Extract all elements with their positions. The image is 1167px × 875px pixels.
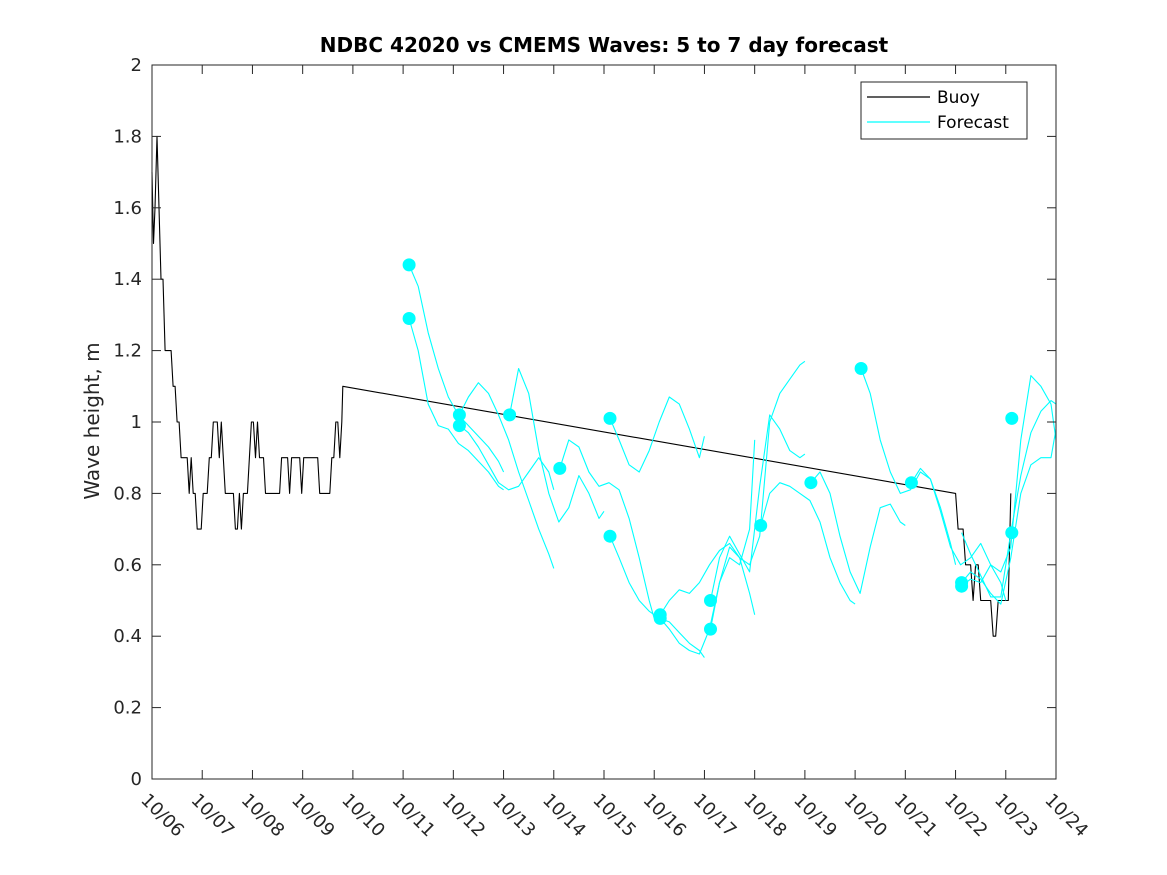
x-tick-label: 10/19 bbox=[789, 790, 841, 842]
x-tick-label: 10/24 bbox=[1040, 790, 1092, 842]
x-tick-label: 10/15 bbox=[588, 790, 640, 842]
forecast-start-marker bbox=[402, 312, 416, 325]
x-tick-label: 10/08 bbox=[237, 790, 289, 842]
forecast-start-marker bbox=[854, 362, 868, 375]
forecast-start-marker bbox=[904, 476, 918, 490]
y-tick-label: 1 bbox=[131, 412, 142, 433]
forecast-start-marker bbox=[603, 529, 617, 543]
y-tick-label: 1.4 bbox=[113, 269, 142, 290]
series-line-forecast-9 bbox=[659, 542, 756, 616]
forecast-start-marker bbox=[704, 594, 717, 607]
forecast-start-markers bbox=[402, 258, 1019, 636]
x-tick-label: 10/18 bbox=[739, 790, 791, 842]
forecast-start-marker bbox=[704, 622, 717, 636]
x-tick-label: 10/22 bbox=[940, 790, 992, 842]
forecast-start-marker bbox=[653, 611, 667, 625]
x-tick-label: 10/16 bbox=[639, 790, 691, 842]
x-tick-label: 10/07 bbox=[187, 790, 239, 842]
series-line-forecast-7 bbox=[609, 396, 705, 473]
x-tick-label: 10/09 bbox=[287, 790, 339, 842]
y-tick-label: 2 bbox=[131, 55, 142, 76]
forecast-start-marker bbox=[452, 419, 466, 433]
legend-box bbox=[860, 81, 1028, 140]
plot-background bbox=[152, 65, 1056, 779]
y-axis-label: Wave height, m bbox=[80, 342, 104, 499]
series-line-buoy bbox=[151, 135, 1012, 637]
series-line-forecast-13 bbox=[760, 482, 856, 605]
series-line-forecast-12 bbox=[709, 360, 806, 630]
y-tick-label: 1.6 bbox=[113, 198, 142, 219]
x-tick-label: 10/17 bbox=[689, 790, 741, 842]
x-tick-label: 10/11 bbox=[388, 790, 440, 842]
x-tick-label: 10/20 bbox=[840, 790, 892, 842]
x-tick-label: 10/10 bbox=[337, 790, 389, 842]
series-line-forecast-3 bbox=[458, 382, 555, 569]
forecast-start-marker bbox=[503, 408, 517, 422]
y-tick-label: 0.8 bbox=[113, 483, 142, 504]
y-tick-label: 1.8 bbox=[113, 126, 142, 147]
x-tick-label: 10/14 bbox=[538, 790, 590, 842]
legend-label-forecast: Forecast bbox=[937, 113, 1009, 133]
forecast-start-marker bbox=[955, 579, 969, 593]
series-line-forecast-17 bbox=[961, 429, 1057, 605]
y-tick-label: 0.6 bbox=[113, 555, 142, 576]
series-line-forecast-4 bbox=[459, 425, 555, 491]
legend-label-buoy: Buoy bbox=[937, 88, 980, 108]
forecast-start-marker bbox=[402, 258, 416, 272]
y-tick-label: 0.4 bbox=[113, 626, 142, 647]
chart-title: NDBC 42020 vs CMEMS Waves: 5 to 7 day fo… bbox=[320, 33, 889, 57]
series-line-forecast-16 bbox=[910, 467, 1007, 601]
series-layer bbox=[151, 135, 1057, 658]
x-tick-label: 10/21 bbox=[890, 790, 942, 842]
forecast-start-marker bbox=[452, 408, 466, 422]
series-line-forecast-1 bbox=[408, 318, 504, 491]
forecast-start-marker bbox=[1005, 526, 1019, 540]
y-tick-label: 1.2 bbox=[113, 341, 142, 362]
plot-area bbox=[152, 65, 1056, 779]
series-line-forecast-11 bbox=[709, 414, 806, 601]
forecast-start-marker bbox=[804, 476, 818, 490]
y-tick-label: 0.2 bbox=[113, 698, 142, 719]
x-tick-label: 10/13 bbox=[488, 790, 540, 842]
y-tick-label: 0 bbox=[131, 769, 142, 790]
x-tick-label: 10/23 bbox=[990, 790, 1042, 842]
series-line-forecast-15 bbox=[860, 368, 957, 565]
forecast-start-marker bbox=[754, 519, 768, 532]
x-tick-label: 10/06 bbox=[136, 790, 188, 842]
series-line-forecast-14 bbox=[810, 471, 906, 594]
x-tick-label: 10/12 bbox=[438, 790, 490, 842]
series-line-forecast-6 bbox=[559, 439, 655, 619]
legend: Buoy Forecast bbox=[860, 81, 1028, 140]
series-line-forecast-5 bbox=[509, 367, 605, 523]
forecast-start-marker bbox=[553, 461, 567, 475]
series-line-forecast-18 bbox=[961, 375, 1057, 587]
forecast-start-marker bbox=[603, 411, 617, 425]
forecast-start-marker bbox=[1005, 411, 1019, 425]
